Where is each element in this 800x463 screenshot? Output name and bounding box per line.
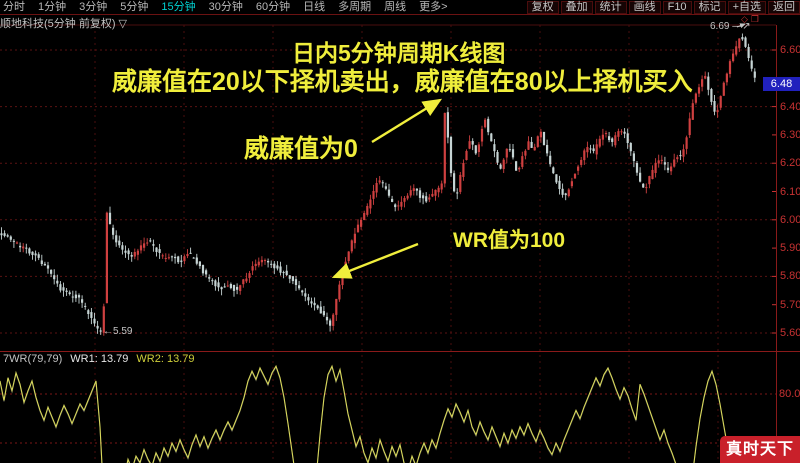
price-tick-label: 6.30 [780,128,800,141]
price-tick-label: 6.10 [780,185,800,198]
toolbar-separator [0,14,800,15]
annotation-wr-hundred: WR值为100 [453,229,566,252]
diamond-icon[interactable]: ◇ [741,14,751,24]
period-tab-60分钟[interactable]: 60分钟 [255,0,291,13]
price-tick-label: 6.20 [780,157,800,170]
stock-title[interactable]: 顺地科技(5分钟 前复权) ▽ [0,18,128,30]
period-tab-更多>[interactable]: 更多> [419,0,448,13]
toolbar-button-返回[interactable]: 返回 [768,0,800,14]
toolbar-button-复权[interactable]: 复权 [526,0,559,14]
price-tick-label: 5.70 [780,298,800,311]
period-tab-3分钟[interactable]: 3分钟 [79,0,108,13]
toolbar-button-标记[interactable]: 标记 [693,0,726,14]
low-arrow-icon: ← [103,326,113,337]
indicator-segment: WR2: 13.79 [136,353,195,365]
high-price-marker: 6.69 —↗ [710,21,751,32]
price-tick-label: 5.60 [780,327,800,339]
chart-corner-icons[interactable]: ◇❐ [741,14,762,25]
toolbar-button-画线[interactable]: 画线 [628,0,661,14]
toolbar-button-+自选[interactable]: +自选 [727,0,766,14]
annotation-heading-2: 威廉值在20以下择机卖出，威廉值在80以上择机买入 [112,68,693,96]
high-arrow-icon: —↗ [732,21,751,32]
current-price-tag: 6.48 [763,76,800,91]
annotation-heading-1: 日内5分钟周期K线图 [292,40,506,66]
watermark: 真时天下 [720,436,800,463]
period-tab-分时[interactable]: 分时 [3,0,25,13]
indicator-segment: WR1: 13.79 [70,353,129,365]
period-tab-5分钟[interactable]: 5分钟 [120,0,149,13]
wr-indicator-label[interactable]: 7WR(79,79) WR1: 13.79 WR2: 13.79 [3,353,202,365]
frame-icon[interactable]: ❐ [750,14,762,24]
price-tick-label: 5.90 [780,242,800,255]
annotation-wr-zero: 威廉值为0 [244,135,358,163]
wr-tick-label: 80.00 [779,388,800,400]
toolbar-button-F10[interactable]: F10 [662,0,692,14]
price-tick-label: 6.00 [780,213,800,226]
period-tab-周线[interactable]: 周线 [384,0,407,13]
period-tab-1分钟[interactable]: 1分钟 [38,0,67,13]
price-tick-label: 6.40 [780,100,800,113]
period-tabs: 分时 1分钟 3分钟 5分钟 15分钟 30分钟 60分钟 日线 多周期 周线 更多> [0,1,448,14]
period-tab-日线[interactable]: 日线 [303,0,326,13]
price-tick-label: 6.60 [780,44,800,56]
toolbar: 分时 1分钟 3分钟 5分钟 15分钟 30分钟 60分钟 日线 多周期 周线 更多> 复权 叠加 统计… [0,0,800,14]
indicator-segment: 7WR(79,79) [3,353,63,365]
price-tick-label: 5.80 [780,270,800,283]
toolbar-button-叠加[interactable]: 叠加 [560,0,593,14]
period-tab-多周期[interactable]: 多周期 [338,0,372,13]
period-tab-30分钟[interactable]: 30分钟 [208,0,243,13]
low-price-marker: ←5.59 [103,326,133,337]
toolbar-button-统计[interactable]: 统计 [594,0,627,14]
period-tab-15分钟[interactable]: 15分钟 [161,0,196,13]
toolbar-actions: 复权 叠加 统计 画线 F10 标记 +自选 返回 [525,0,800,14]
